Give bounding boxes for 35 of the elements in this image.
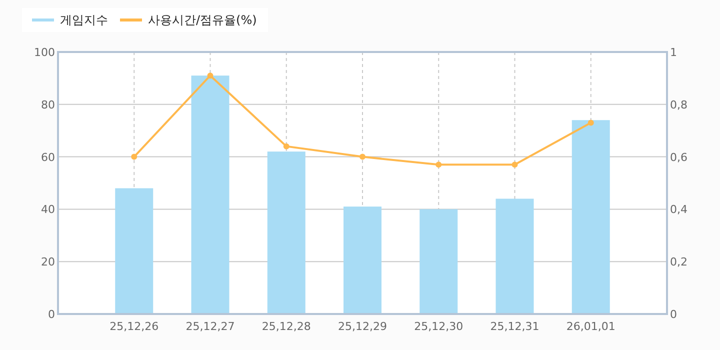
x-tick-label: 25,12,26 <box>110 320 159 333</box>
x-tick-label: 25,12,28 <box>262 320 311 333</box>
y-tick-label: 20 <box>41 256 55 269</box>
x-tick-label: 25,12,31 <box>490 320 540 333</box>
point <box>283 143 290 150</box>
legend-label: 사용시간/점유율(%) <box>148 13 257 27</box>
y2-tick-label: 0,4 <box>670 203 688 216</box>
bar <box>115 188 154 314</box>
bar <box>344 206 382 314</box>
point <box>512 162 518 168</box>
y2-tick-label: 0,2 <box>670 256 688 269</box>
y2-tick-label: 0,6 <box>670 150 688 164</box>
bar <box>267 152 306 314</box>
y-tick-label: 0 <box>48 308 55 321</box>
point <box>360 154 366 160</box>
legend-label: 게임지수 <box>60 13 108 27</box>
bar <box>420 209 458 314</box>
x-tick-label: 25,12,27 <box>186 320 235 333</box>
x-tick-label: 25,12,30 <box>414 320 464 333</box>
y-tick-label: 60 <box>41 150 55 164</box>
point <box>131 154 138 160</box>
bar <box>572 120 610 314</box>
y-tick-label: 100 <box>34 46 55 59</box>
y2-tick-label: 1 <box>670 46 677 59</box>
bar <box>191 76 230 314</box>
x-tick-label: 25,12,29 <box>338 320 387 333</box>
x-tick-label: 26,01,01 <box>566 320 616 333</box>
bar <box>496 198 534 314</box>
point <box>588 120 594 126</box>
point <box>207 72 214 79</box>
y2-tick-label: 0,8 <box>670 98 688 112</box>
point <box>436 162 442 168</box>
y-tick-label: 40 <box>41 203 55 216</box>
y-tick-label: 80 <box>41 98 55 112</box>
y2-tick-label: 0 <box>670 308 677 321</box>
